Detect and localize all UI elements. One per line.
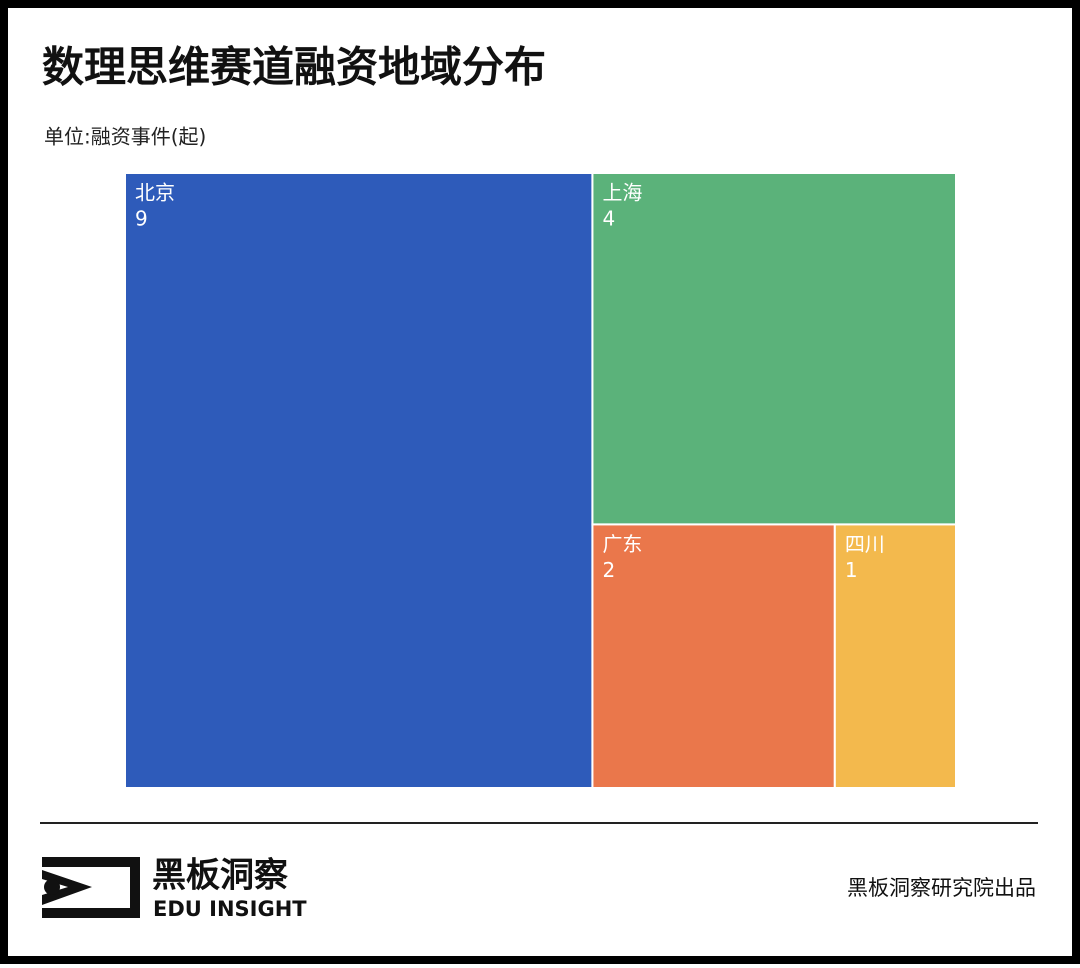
chart-subtitle: 单位:融资事件(起) [44,125,206,149]
tile-label: 广东 [602,532,642,556]
chart-title: 数理思维赛道融资地域分布 [42,43,546,92]
tile-value: 2 [602,558,615,582]
brand-en: EDU INSIGHT [153,897,307,921]
tile [591,523,836,790]
tile [124,172,594,789]
logo-icon [42,857,140,918]
brand: 黑板洞察 [152,856,288,896]
tile-value: 4 [602,207,615,231]
tile-label: 四川 [845,532,885,556]
tile-label: 上海 [602,181,642,205]
tile [591,172,957,526]
tile-label: 北京 [135,181,175,205]
tile-value: 9 [135,207,148,231]
credit: 黑板洞察研究院出品 [847,876,1036,900]
tile-value: 1 [845,558,858,582]
tile [833,523,957,790]
